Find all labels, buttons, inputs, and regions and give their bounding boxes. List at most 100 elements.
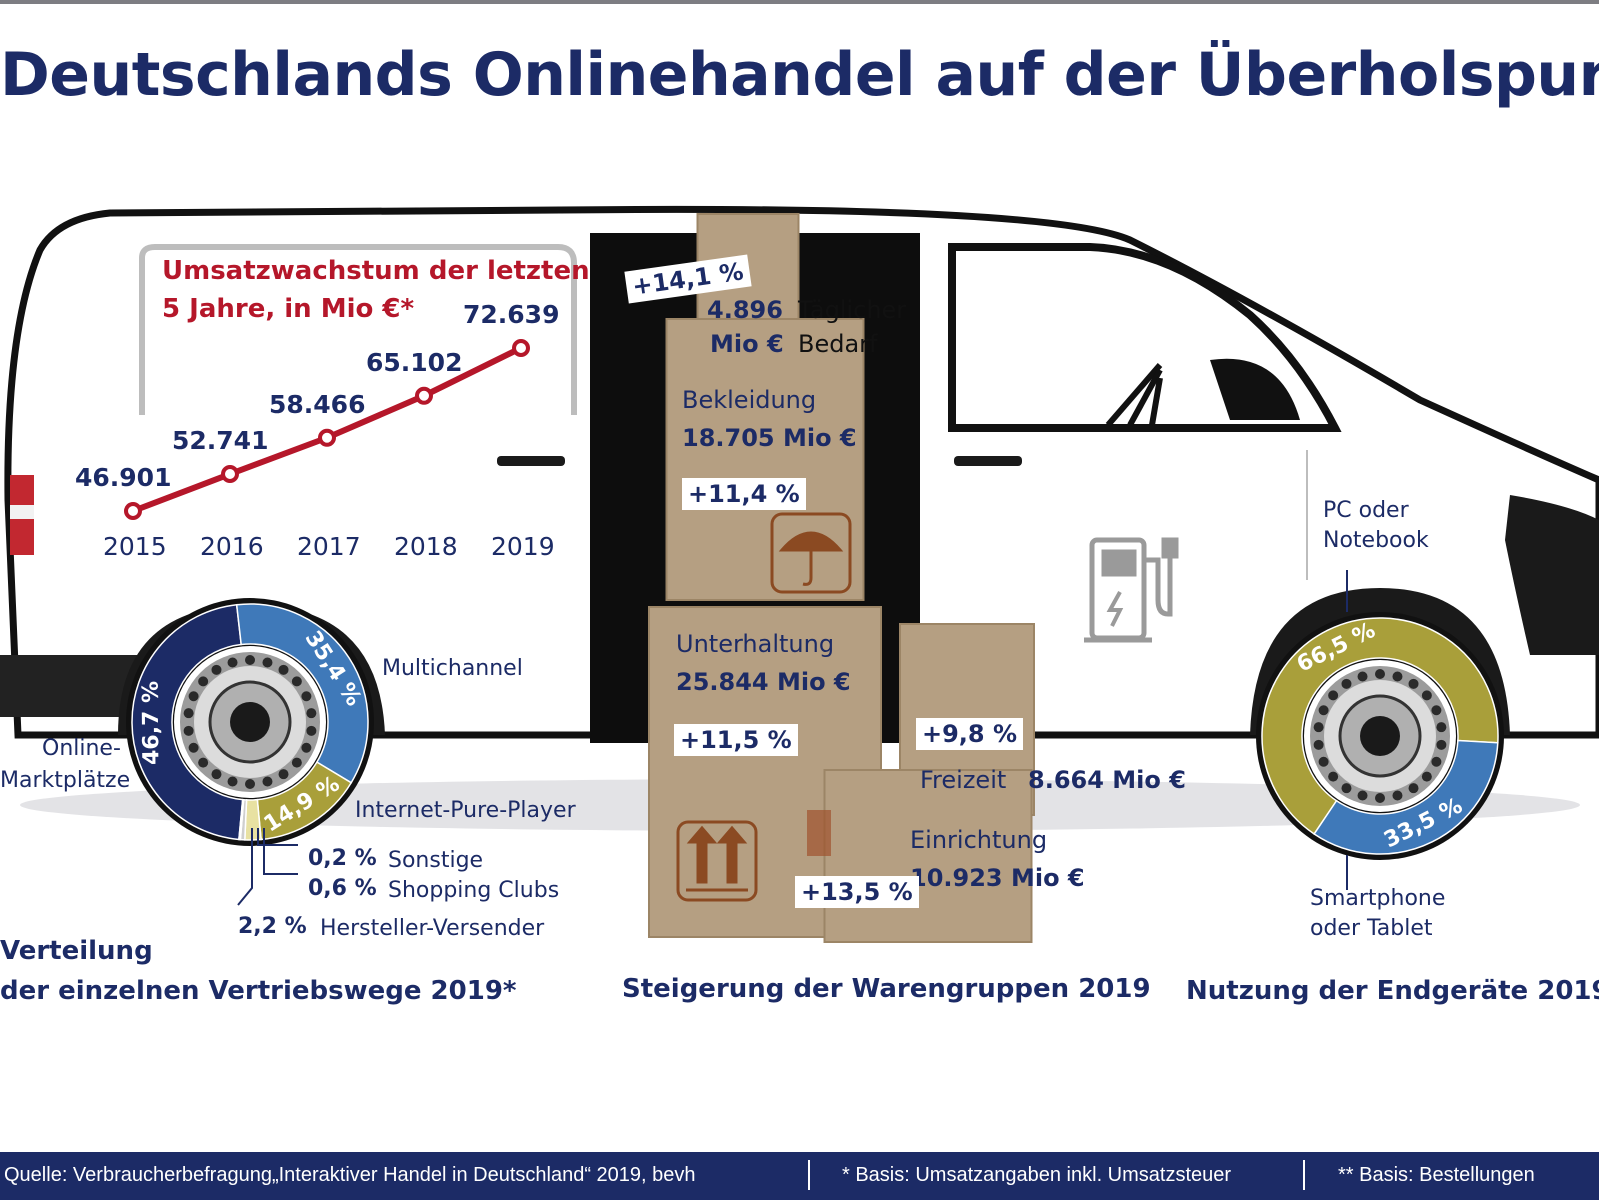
- wheel-bolt: [291, 757, 302, 768]
- value-unterhaltung: 25.844 Mio €: [676, 668, 851, 696]
- steering-wheel-icon: [1105, 363, 1163, 427]
- leader-lines: [237, 570, 1348, 906]
- wheel-bolt: [1421, 690, 1432, 701]
- wheel-bolt: [1328, 771, 1339, 782]
- label-pure-player: Internet-Pure-Player: [355, 798, 576, 823]
- wheel-bolt: [306, 725, 317, 736]
- wheel-bolt: [245, 779, 255, 789]
- line-chart-title-2: 5 Jahre, in Mio €*: [162, 294, 415, 324]
- door-handle: [497, 456, 565, 466]
- wheel-bolt: [1408, 678, 1419, 689]
- donut-slice: [131, 603, 244, 841]
- charging-station-icon: [1084, 537, 1179, 643]
- page-title: Deutschlands Onlinehandel auf der Überho…: [0, 40, 1599, 110]
- wheel-hub: [1360, 716, 1400, 756]
- device-usage-donut: 66,5 %33,5 %: [1256, 612, 1504, 860]
- unit-taeglich: Mio €: [710, 330, 784, 358]
- footer-bar: Quelle: Verbraucherbefragung„Interaktive…: [0, 1152, 1599, 1200]
- wheel-bolt: [1436, 722, 1447, 733]
- wheel-bolt: [1392, 671, 1403, 682]
- distribution-channel-donut: 46,7 %35,4 %14,9 %: [126, 598, 374, 846]
- product-group-boxes: [648, 213, 1035, 943]
- label-hersteller: Hersteller-Versender: [320, 916, 545, 941]
- footer-note-1: * Basis: Umsatzangaben inkl. Umsatzsteue…: [842, 1164, 1232, 1186]
- label-unterhaltung: Unterhaltung: [676, 630, 835, 658]
- revenue-point: [512, 339, 530, 357]
- label-online: Online-: [42, 736, 121, 761]
- wheel-bolt: [1341, 783, 1352, 794]
- wheel-bolt: [278, 664, 289, 675]
- growth-freizeit: +9,8 %: [916, 718, 1024, 750]
- year-label: 2019: [491, 532, 555, 561]
- wheel-bolt: [183, 708, 194, 719]
- wheel-bolt: [1357, 671, 1368, 682]
- revenue-value-label: 52.741: [172, 426, 269, 455]
- label-pc-2: Notebook: [1323, 528, 1429, 553]
- revenue-value-label: 58.466: [269, 389, 366, 419]
- wheel-bolt: [262, 776, 273, 787]
- wheel-bolt: [1341, 678, 1352, 689]
- growth-unterhaltung: +11,5 %: [674, 724, 798, 756]
- wheel-bolt: [301, 742, 312, 753]
- label-bekleidung: Bekleidung: [682, 386, 817, 414]
- this-side-up-icon: [676, 820, 758, 902]
- revenue-value-label: 46.901: [75, 463, 172, 492]
- donut-slice: [1313, 739, 1499, 855]
- wheel-bolt: [183, 725, 194, 736]
- wheel-bolt: [1408, 783, 1419, 794]
- donut-slice: [1261, 617, 1499, 835]
- wheel-bolt: [1328, 690, 1339, 701]
- wheel-bolt: [188, 742, 199, 753]
- year-label: 2016: [200, 532, 264, 561]
- caption-vertriebswege-1: Verteilung: [0, 936, 153, 966]
- caption-warengruppen: Steigerung der Warengruppen 2019: [622, 974, 1151, 1004]
- wheel-bolt: [1313, 722, 1324, 733]
- footer-separator: [1303, 1160, 1305, 1190]
- pct-shopping-clubs: 0,6 %: [308, 876, 377, 901]
- label-shopping-clubs: Shopping Clubs: [388, 878, 560, 903]
- footer-note-2: ** Basis: Bestellungen: [1338, 1164, 1535, 1186]
- label-sonstige: Sonstige: [388, 848, 484, 873]
- pct-sonstige: 0,2 %: [308, 846, 377, 871]
- box-tape: [807, 810, 831, 856]
- wheel-bolt: [1318, 756, 1329, 767]
- revenue-point: [124, 502, 142, 520]
- wheel-bolt: [227, 776, 238, 787]
- product-box: [823, 769, 1033, 943]
- value-taeglich: 4.896: [707, 296, 783, 324]
- line-chart-title-1: Umsatzwachstum der letzten: [162, 256, 590, 286]
- top-rule: [0, 0, 1599, 4]
- label-freizeit: Freizeit: [920, 766, 1007, 794]
- van-front: [1505, 495, 1599, 655]
- label-taeglich-2: Bedarf: [798, 330, 878, 358]
- footer-source: Quelle: Verbraucherbefragung„Interaktive…: [4, 1164, 696, 1186]
- wheel-bolt: [211, 664, 222, 675]
- rear-window-frame: [139, 244, 577, 415]
- label-smartphone-2: oder Tablet: [1310, 916, 1433, 941]
- label-einrichtung: Einrichtung: [910, 826, 1048, 854]
- label-marktplaetze: Marktplätze: [0, 768, 131, 793]
- wheel-bolt: [1431, 705, 1442, 716]
- donut-slice: [238, 798, 245, 841]
- label-pc-1: PC oder: [1323, 498, 1409, 523]
- wheel-bolt: [198, 676, 209, 687]
- wheel-bolt: [1421, 771, 1432, 782]
- wheel-bolt: [301, 691, 312, 702]
- revenue-line-chart: [124, 339, 530, 520]
- value-einrichtung: 10.923 Mio €: [910, 864, 1085, 892]
- revenue-value-label: 65.102: [366, 347, 463, 377]
- wheel-bolt: [278, 769, 289, 780]
- wheel-bolt: [1431, 756, 1442, 767]
- door-handle: [954, 456, 1022, 466]
- year-label: 2018: [394, 532, 458, 561]
- wheel-bolt: [306, 708, 317, 719]
- label-multichannel: Multichannel: [382, 656, 523, 681]
- revenue-point: [415, 386, 433, 405]
- value-freizeit: 8.664 Mio €: [1028, 766, 1186, 794]
- growth-bekleidung: +11,4 %: [682, 478, 806, 510]
- caption-endgeraete: Nutzung der Endgeräte 2019**: [1186, 976, 1599, 1006]
- growth-einrichtung: +13,5 %: [795, 876, 919, 908]
- caption-vertriebswege-2: der einzelnen Vertriebswege 2019*: [0, 976, 517, 1006]
- year-label: 2017: [297, 532, 361, 561]
